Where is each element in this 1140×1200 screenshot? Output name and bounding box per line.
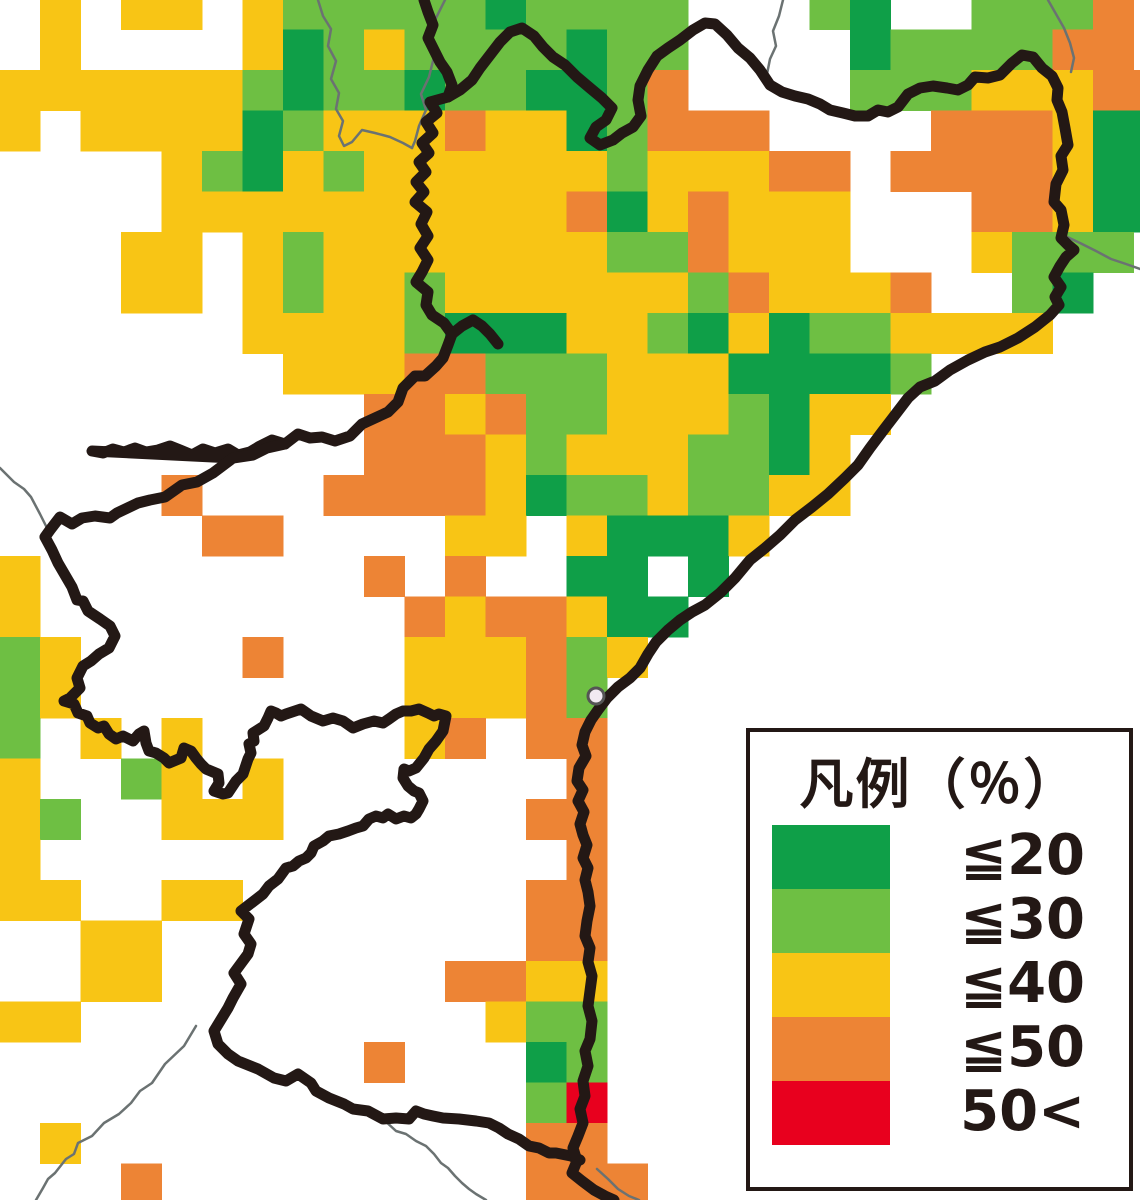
legend-swatch-gt50-icon (772, 1081, 890, 1145)
legend-swatch-le30-icon (772, 889, 890, 953)
legend-item: ≦40 (750, 953, 1129, 1017)
legend-item: 50< (750, 1081, 1129, 1145)
legend-item: ≦50 (750, 1017, 1129, 1081)
legend-label: 50< (960, 1079, 1085, 1144)
legend-title: 凡例（％） (799, 753, 1080, 816)
legend-label: ≦50 (960, 1015, 1085, 1080)
legend-item: ≦30 (750, 889, 1129, 953)
legend-label: ≦40 (960, 951, 1085, 1016)
legend-swatch-le20-icon (772, 825, 890, 889)
legend-swatch-le50-icon (772, 1017, 890, 1081)
legend-label: ≦30 (960, 887, 1085, 952)
legend-swatch-le40-icon (772, 953, 890, 1017)
legend-label: ≦20 (960, 823, 1085, 888)
legend-item: ≦20 (750, 825, 1129, 889)
legend: 凡例（％） ≦20 ≦30 ≦40 ≦50 50< (746, 728, 1133, 1191)
